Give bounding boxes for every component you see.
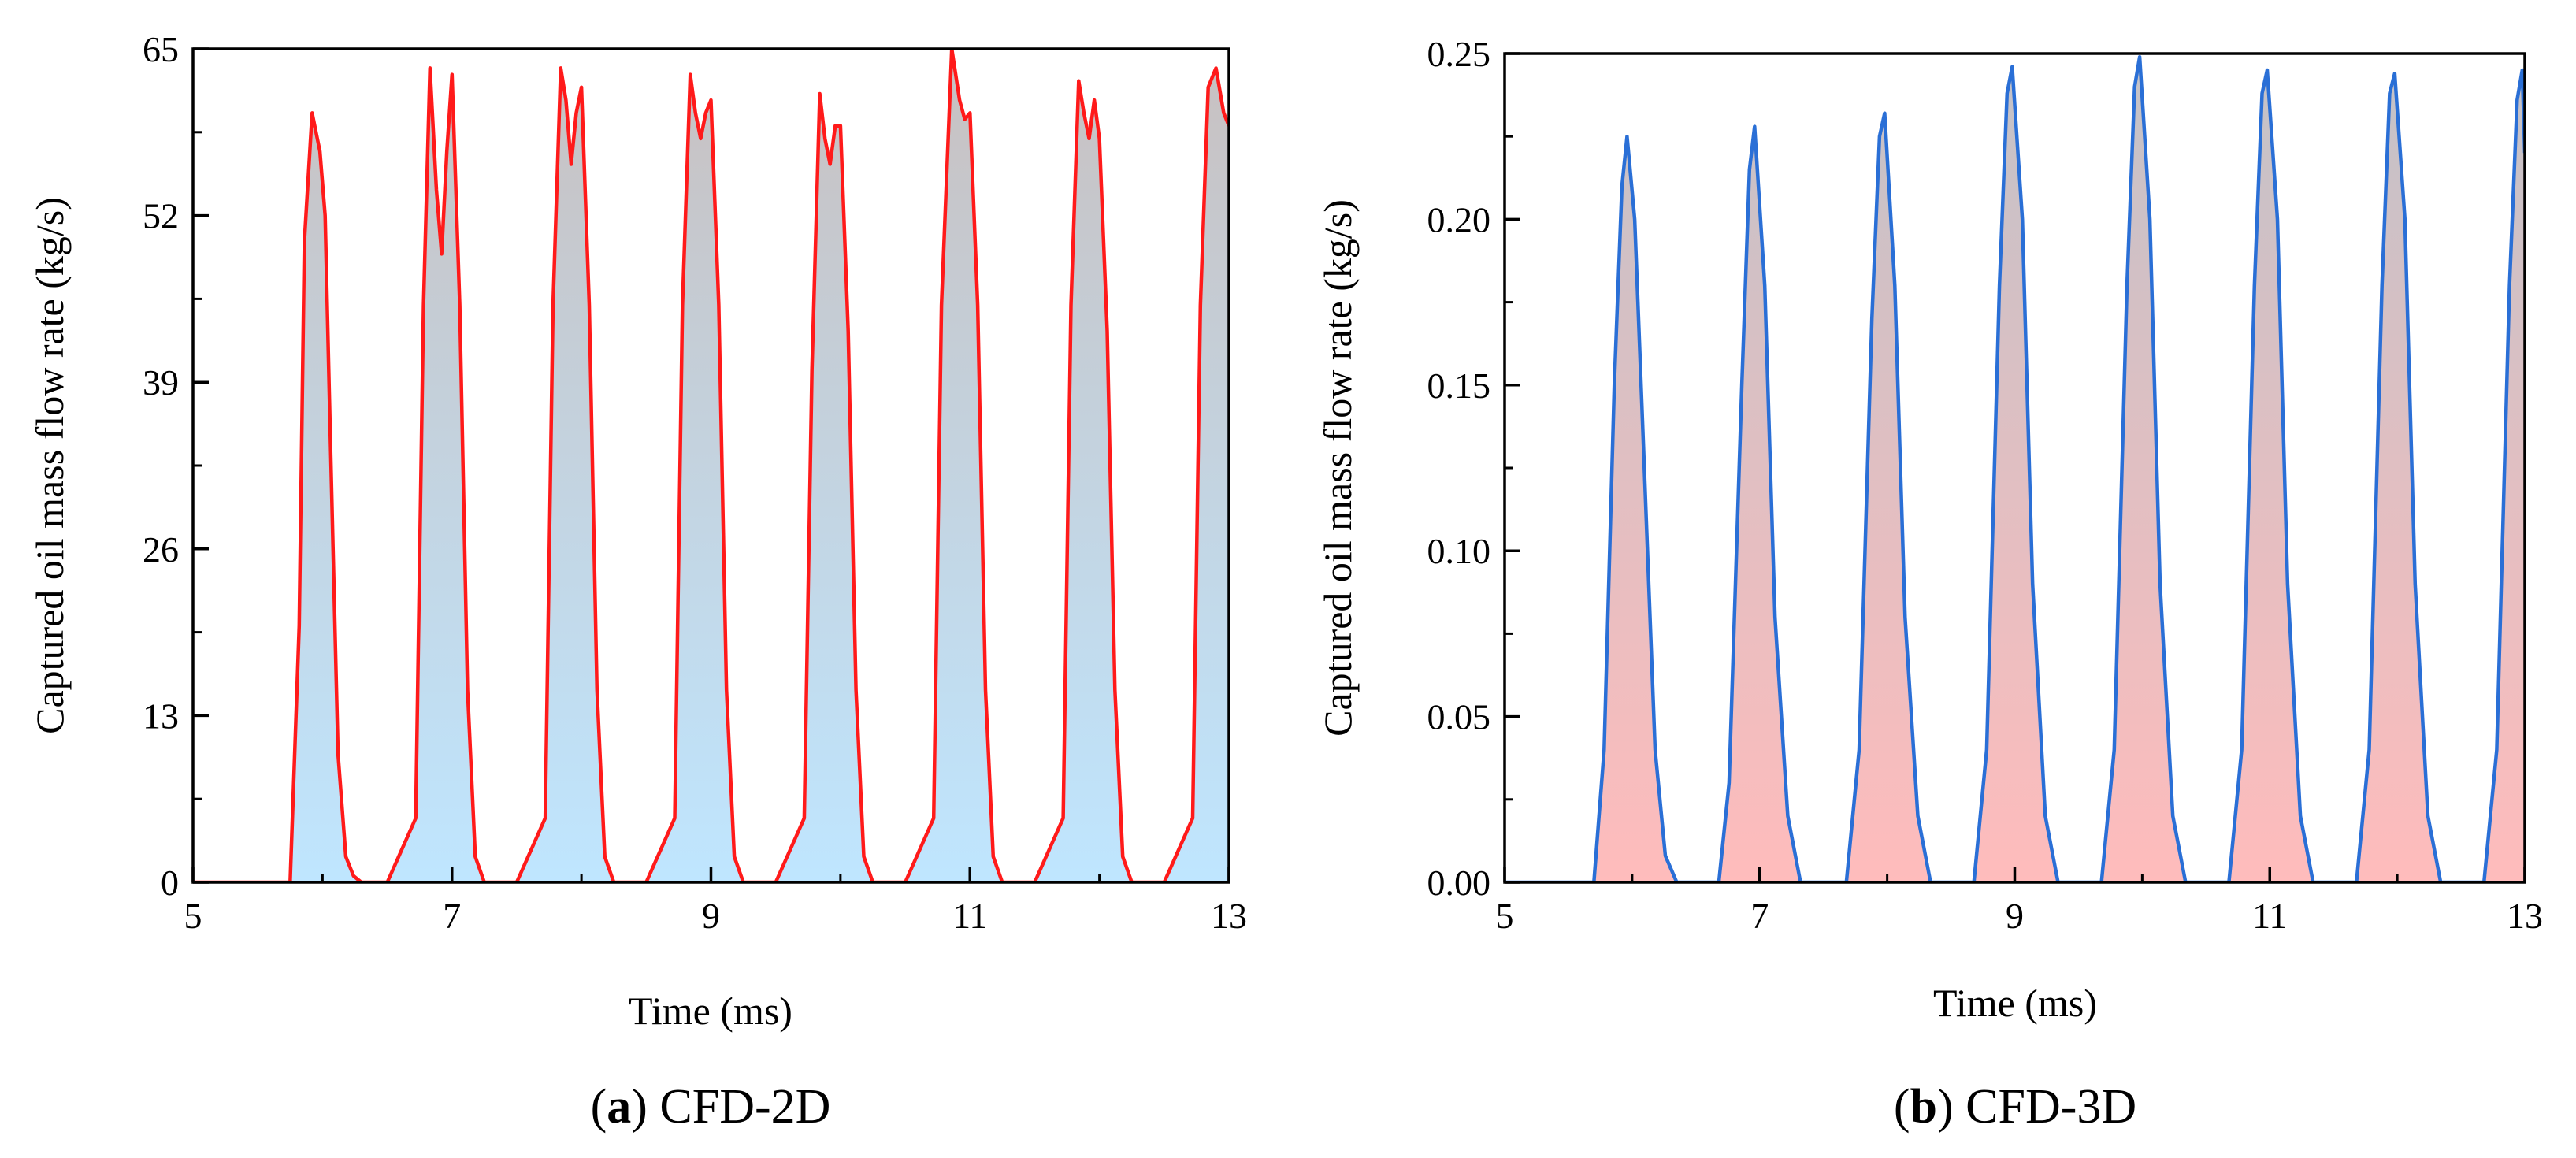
caption-a: (a) CFD-2D	[591, 1080, 831, 1134]
caption-letter-b: b	[1910, 1080, 1936, 1134]
y-tick-label: 52	[143, 196, 179, 236]
x-axis-title-b: Time (ms)	[1933, 981, 2097, 1025]
ticks-a	[191, 47, 1230, 884]
plot-area-a	[193, 49, 1229, 882]
x-tick-label: 11	[952, 896, 987, 936]
y-tick-label: 0.05	[1427, 697, 1491, 737]
y-tick-label: 0.15	[1427, 366, 1491, 406]
y-tick-label: 0.00	[1427, 863, 1491, 903]
series-area-a	[193, 49, 1229, 882]
x-tick-label: 13	[2507, 896, 2543, 936]
series-line-b	[1505, 54, 2525, 882]
series-area-b	[1505, 57, 2525, 882]
ticks-b	[1503, 52, 2526, 884]
y-tick-label: 0	[161, 863, 179, 903]
x-tick-label: 7	[443, 896, 461, 936]
chart-panel-a: 5 7 9 11 13 0 13 26 39 52 65 Time (ms) Captured oi…	[28, 29, 1247, 1134]
caption-text-a: CFD-2D	[659, 1080, 830, 1134]
y-tick-label: 13	[143, 696, 179, 736]
plot-area-b	[1505, 54, 2525, 882]
y-tick-label: 0.20	[1427, 199, 1491, 239]
x-tick-label: 5	[1496, 896, 1514, 936]
x-tick-label: 9	[2006, 896, 2024, 936]
y-tick-label: 26	[143, 529, 179, 570]
chart-panel-b: 5 7 9 11 13 0.00 0.05 0.10 0.15 0.20 0.25 Time (ms…	[1316, 34, 2543, 1134]
caption-b: (b) CFD-3D	[1894, 1080, 2136, 1134]
x-tick-label: 7	[1750, 896, 1769, 936]
x-tick-label: 11	[2252, 896, 2287, 936]
y-tick-label: 65	[143, 29, 179, 69]
caption-text-b: CFD-3D	[1965, 1080, 2136, 1134]
y-tick-label: 0.25	[1427, 34, 1491, 74]
caption-letter-a: a	[607, 1080, 631, 1134]
y-axis-title-a: Captured oil mass flow rate (kg/s)	[28, 197, 72, 734]
tick-labels-a: 5 7 9 11 13 0 13 26 39 52 65	[143, 29, 1247, 936]
y-tick-label: 0.10	[1427, 531, 1491, 571]
x-axis-title-a: Time (ms)	[629, 989, 792, 1033]
tick-labels-b: 5 7 9 11 13 0.00 0.05 0.10 0.15 0.20 0.25	[1427, 34, 2544, 936]
x-tick-label: 13	[1211, 896, 1247, 936]
x-tick-label: 5	[184, 896, 202, 936]
x-tick-label: 9	[702, 896, 720, 936]
series-line-a	[193, 49, 1229, 882]
y-tick-label: 39	[143, 362, 179, 403]
y-axis-title-b: Captured oil mass flow rate (kg/s)	[1316, 199, 1360, 737]
